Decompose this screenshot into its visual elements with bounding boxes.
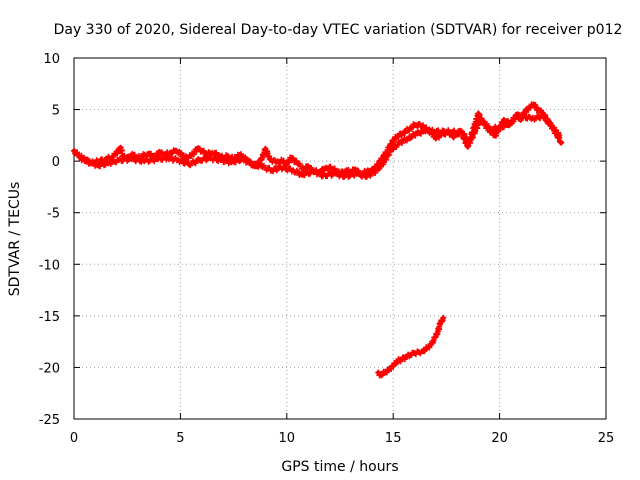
- y-tick-label: -10: [39, 258, 60, 273]
- y-tick-label: 5: [52, 104, 60, 119]
- x-tick-label: 10: [279, 431, 296, 446]
- data-points: [71, 101, 565, 379]
- y-tick-label: -5: [47, 207, 60, 222]
- series-negative-offset-track: [375, 314, 447, 379]
- series-secondary-track: [77, 111, 565, 180]
- y-tick-label: -20: [39, 361, 60, 376]
- x-tick-label: 15: [385, 431, 402, 446]
- x-tick-label: 5: [176, 431, 184, 446]
- series-main-track: [71, 101, 563, 179]
- x-tick-label: 0: [70, 431, 78, 446]
- series-markers: [375, 314, 447, 379]
- x-tick-label: 20: [491, 431, 508, 446]
- y-tick-label: -15: [39, 310, 60, 325]
- chart-title: Day 330 of 2020, Sidereal Day-to-day VTE…: [54, 22, 623, 38]
- y-tick-label: 10: [43, 52, 60, 67]
- x-tick-label: 25: [598, 431, 615, 446]
- series-markers: [77, 111, 565, 180]
- axis-ticks: 0 5 10 15 20 25 10 5 0 -5 -10 -15 -20 -25: [39, 52, 615, 446]
- y-tick-label: 0: [52, 155, 60, 170]
- series-markers: [71, 101, 563, 179]
- x-axis-title: GPS time / hours: [281, 459, 398, 475]
- y-axis-title: SDTVAR / TECUs: [7, 182, 23, 297]
- y-tick-label: -25: [39, 413, 60, 428]
- plot-frame: [73, 57, 607, 420]
